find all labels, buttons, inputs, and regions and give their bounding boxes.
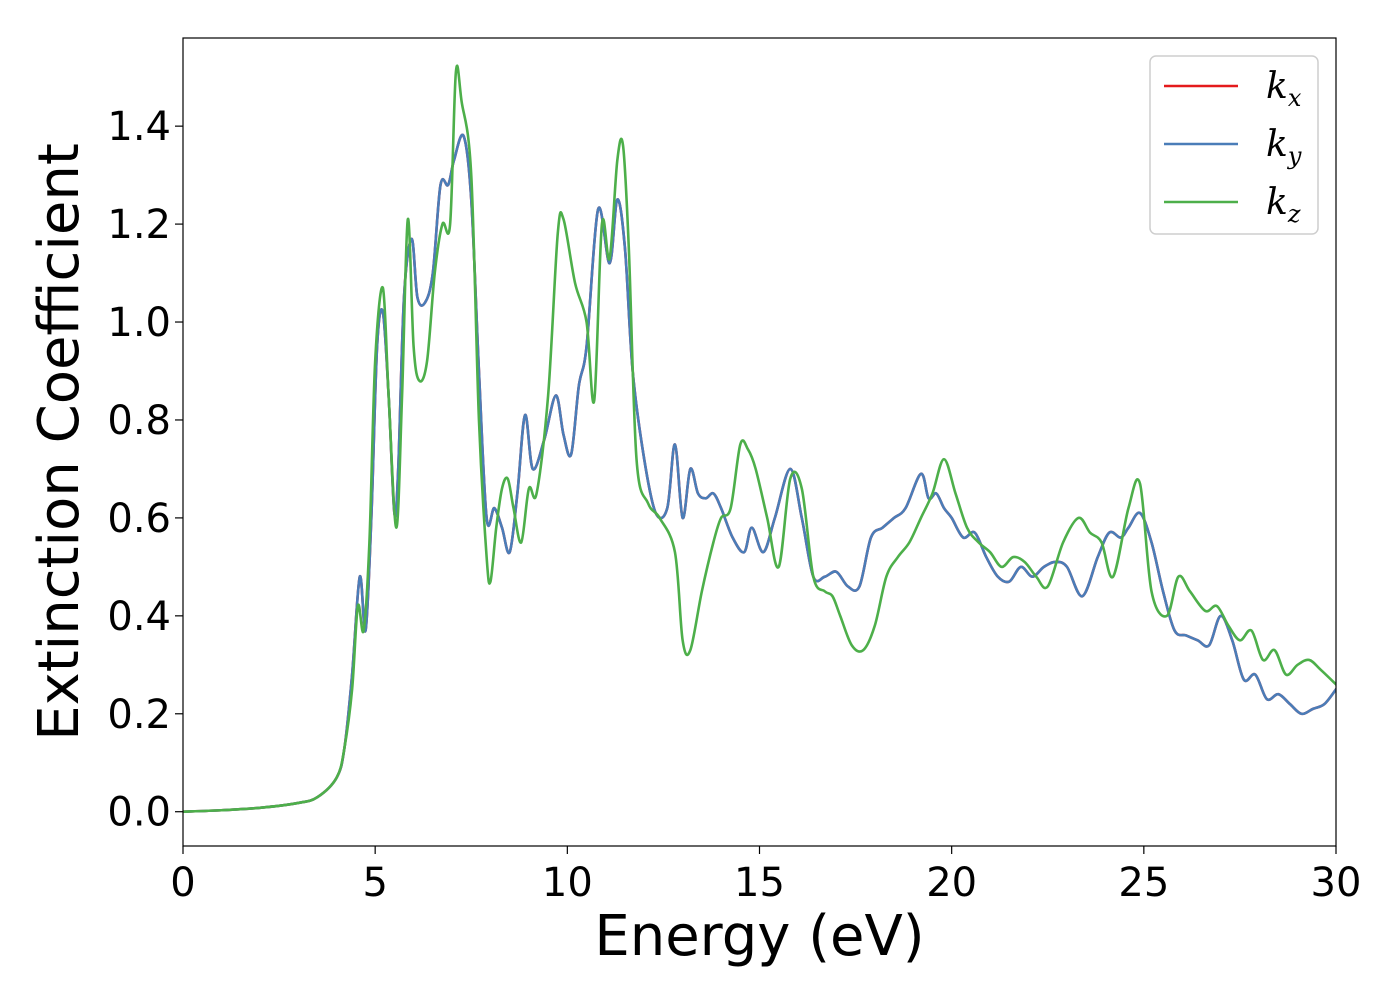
y-tick-label: 1.2 [107, 202, 171, 248]
x-axis: 0 5 10 15 20 25 30 [170, 846, 1361, 906]
x-axis-title: Energy (eV) [594, 904, 924, 969]
series-layer [183, 64, 1336, 814]
legend-label-x: kx [1266, 66, 1302, 112]
x-tick-label: 30 [1311, 860, 1362, 906]
x-tick-label: 5 [362, 860, 387, 906]
x-tick-label: 10 [542, 860, 593, 906]
y-tick-label: 0.4 [107, 594, 171, 640]
x-tick-label: 20 [926, 860, 977, 906]
x-tick-label: 0 [170, 860, 195, 906]
legend: kx ky kz [1149, 55, 1319, 235]
y-tick-label: 1.4 [107, 104, 171, 150]
y-tick-label: 0.6 [107, 496, 171, 542]
x-tick-label: 25 [1118, 860, 1169, 906]
y-tick-label: 0.0 [107, 790, 171, 836]
y-axis: 0.0 0.2 0.4 0.6 0.8 1.0 1.2 1.4 [107, 104, 183, 836]
legend-label-z: kz [1266, 182, 1301, 228]
y-axis-title: Extinction Coefficient [27, 143, 92, 741]
y-tick-label: 0.8 [107, 398, 171, 444]
y-tick-label: 1.0 [107, 300, 171, 346]
y-tick-label: 0.2 [107, 692, 171, 738]
series-line-z [183, 64, 1336, 814]
legend-label-y: ky [1266, 124, 1302, 170]
x-tick-label: 15 [734, 860, 785, 906]
